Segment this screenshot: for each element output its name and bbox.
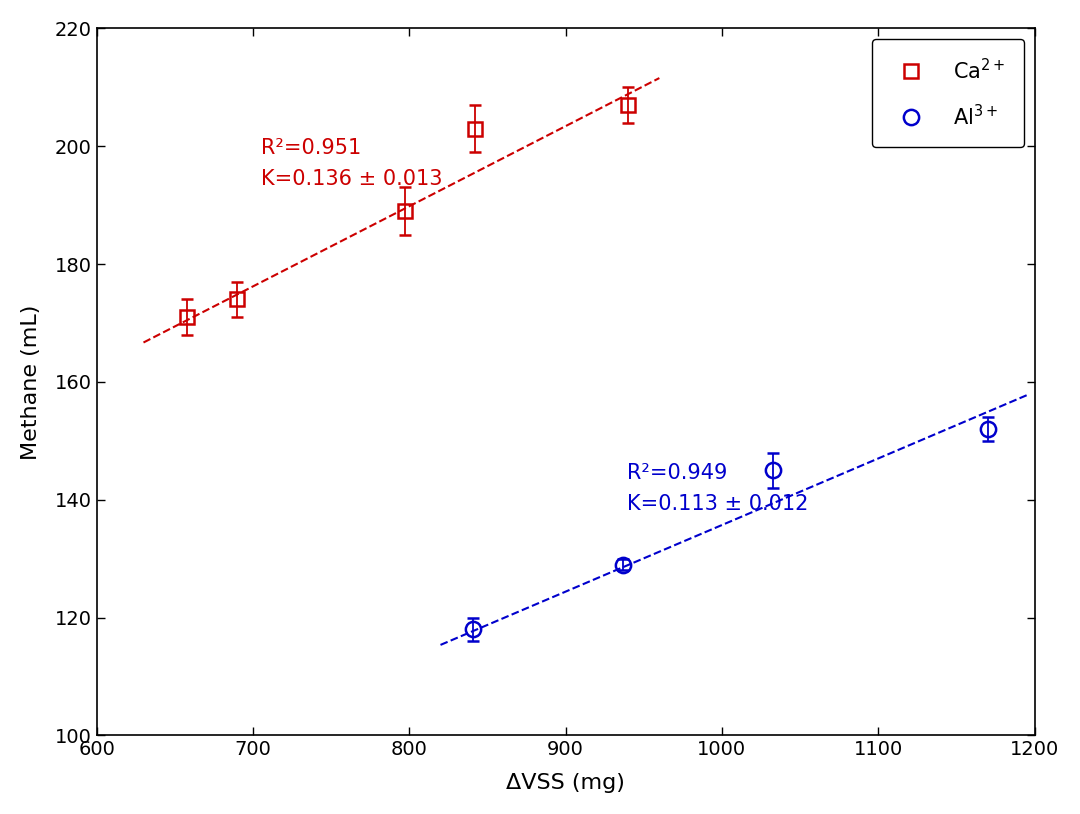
X-axis label: ΔVSS (mg): ΔVSS (mg)	[507, 773, 625, 793]
Text: R²=0.949
K=0.113 ± 0.012: R²=0.949 K=0.113 ± 0.012	[626, 463, 808, 514]
Y-axis label: Methane (mL): Methane (mL)	[21, 304, 41, 460]
Legend: Ca$^{2+}$, Al$^{3+}$: Ca$^{2+}$, Al$^{3+}$	[872, 39, 1024, 147]
Text: R²=0.951
K=0.136 ± 0.013: R²=0.951 K=0.136 ± 0.013	[260, 138, 442, 189]
